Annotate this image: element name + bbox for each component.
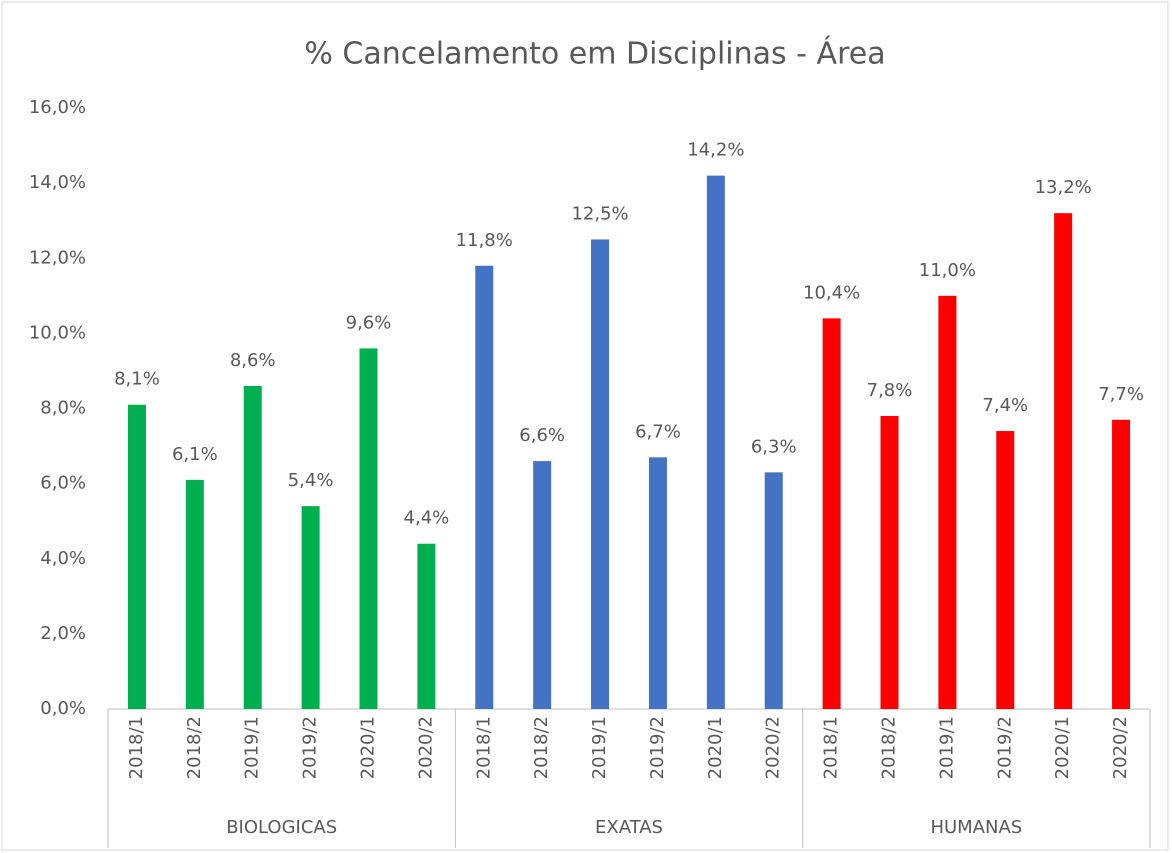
y-tick-label: 0,0%	[40, 698, 86, 719]
x-tick-label: 2019/1	[242, 716, 263, 779]
bar	[1054, 213, 1073, 710]
x-tick-label: 2019/1	[936, 716, 957, 779]
data-label: 11,0%	[919, 260, 976, 281]
x-tick-label: 2019/1	[589, 716, 610, 779]
data-label: 6,6%	[519, 425, 565, 446]
x-tick-label: 2018/2	[879, 716, 900, 779]
y-tick-label: 14,0%	[29, 172, 86, 193]
x-tick-label: 2019/2	[300, 716, 321, 779]
x-tick-label: 2020/2	[1110, 716, 1131, 779]
bar	[764, 472, 783, 709]
y-tick-label: 12,0%	[29, 247, 86, 268]
group-label: EXATAS	[595, 817, 663, 838]
bar	[475, 265, 494, 709]
chart-title: % Cancelamento em Disciplinas - Área	[304, 36, 885, 72]
data-label: 10,4%	[803, 282, 860, 303]
group-label: HUMANAS	[930, 817, 1022, 838]
data-label: 12,5%	[571, 203, 628, 224]
x-tick-label: 2018/1	[126, 716, 147, 779]
group-label: BIOLOGICAS	[226, 817, 337, 838]
data-label: 4,4%	[404, 508, 450, 529]
x-tick-label: 2018/2	[531, 716, 552, 779]
x-tick-label: 2018/2	[184, 716, 205, 779]
x-tick-label: 2018/1	[821, 716, 842, 779]
data-label: 7,4%	[982, 395, 1028, 416]
y-tick-label: 2,0%	[40, 623, 86, 644]
data-label: 14,2%	[687, 140, 744, 161]
bar	[880, 416, 899, 709]
x-tick-label: 2018/1	[473, 716, 494, 779]
bar	[648, 457, 667, 709]
data-label: 8,6%	[230, 350, 276, 371]
data-label: 7,8%	[867, 380, 913, 401]
x-tick-label: 2020/1	[705, 716, 726, 779]
x-tick-label: 2019/2	[994, 716, 1015, 779]
bar	[996, 431, 1015, 709]
data-label: 7,7%	[1098, 384, 1144, 405]
data-label: 6,1%	[172, 444, 218, 465]
x-tick-label: 2020/2	[763, 716, 784, 779]
bar	[243, 385, 262, 709]
bar	[127, 404, 146, 709]
data-label: 8,1%	[114, 369, 160, 390]
bar	[359, 348, 378, 709]
bar	[1112, 419, 1131, 709]
x-tick-label: 2019/2	[647, 716, 668, 779]
bar	[822, 318, 841, 709]
data-label: 6,3%	[751, 436, 797, 457]
y-tick-label: 16,0%	[29, 97, 86, 118]
data-label: 6,7%	[635, 421, 681, 442]
y-tick-label: 4,0%	[40, 548, 86, 569]
x-tick-label: 2020/2	[415, 716, 436, 779]
bar	[533, 461, 552, 709]
data-label: 5,4%	[288, 470, 334, 491]
bar	[185, 479, 204, 709]
data-label: 13,2%	[1035, 177, 1092, 198]
bar	[591, 239, 610, 709]
x-tick-label: 2020/1	[1052, 716, 1073, 779]
bar	[938, 295, 957, 709]
y-tick-label: 6,0%	[40, 473, 86, 494]
bar	[417, 543, 436, 709]
data-label: 9,6%	[346, 312, 392, 333]
data-label: 11,8%	[456, 230, 513, 251]
x-tick-label: 2020/1	[358, 716, 379, 779]
y-tick-label: 8,0%	[40, 398, 86, 419]
bar	[706, 175, 725, 710]
y-tick-label: 10,0%	[29, 322, 86, 343]
bar	[301, 506, 320, 709]
